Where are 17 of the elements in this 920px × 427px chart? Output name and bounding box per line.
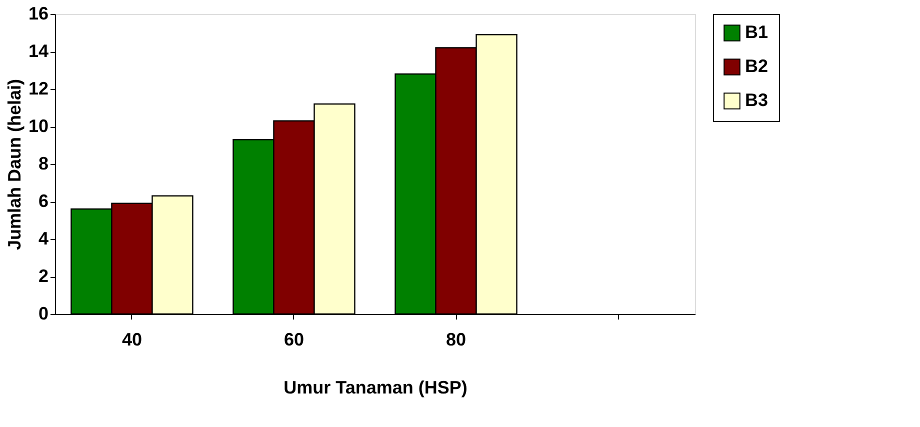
y-tick-label: 8 xyxy=(38,154,48,174)
x-tick-label: 40 xyxy=(122,330,142,350)
legend-label: B2 xyxy=(745,56,768,76)
x-axis-title: Umur Tanaman (HSP) xyxy=(284,378,468,398)
y-tick-label: 10 xyxy=(28,116,48,136)
y-tick-label: 14 xyxy=(28,41,48,61)
y-tick-label: 2 xyxy=(38,266,48,286)
y-tick-label: 0 xyxy=(38,304,48,324)
legend-label: B1 xyxy=(745,22,768,42)
x-tick-label: 60 xyxy=(284,330,304,350)
x-tick-label: 80 xyxy=(446,330,466,350)
legend-label: B3 xyxy=(745,90,768,110)
y-tick-label: 16 xyxy=(28,4,48,24)
y-tick-label: 12 xyxy=(28,78,48,98)
y-axis-title: Jumlah Daun (helai) xyxy=(4,78,24,250)
y-tick-label: 4 xyxy=(38,228,48,248)
y-tick-label: 6 xyxy=(38,191,48,211)
